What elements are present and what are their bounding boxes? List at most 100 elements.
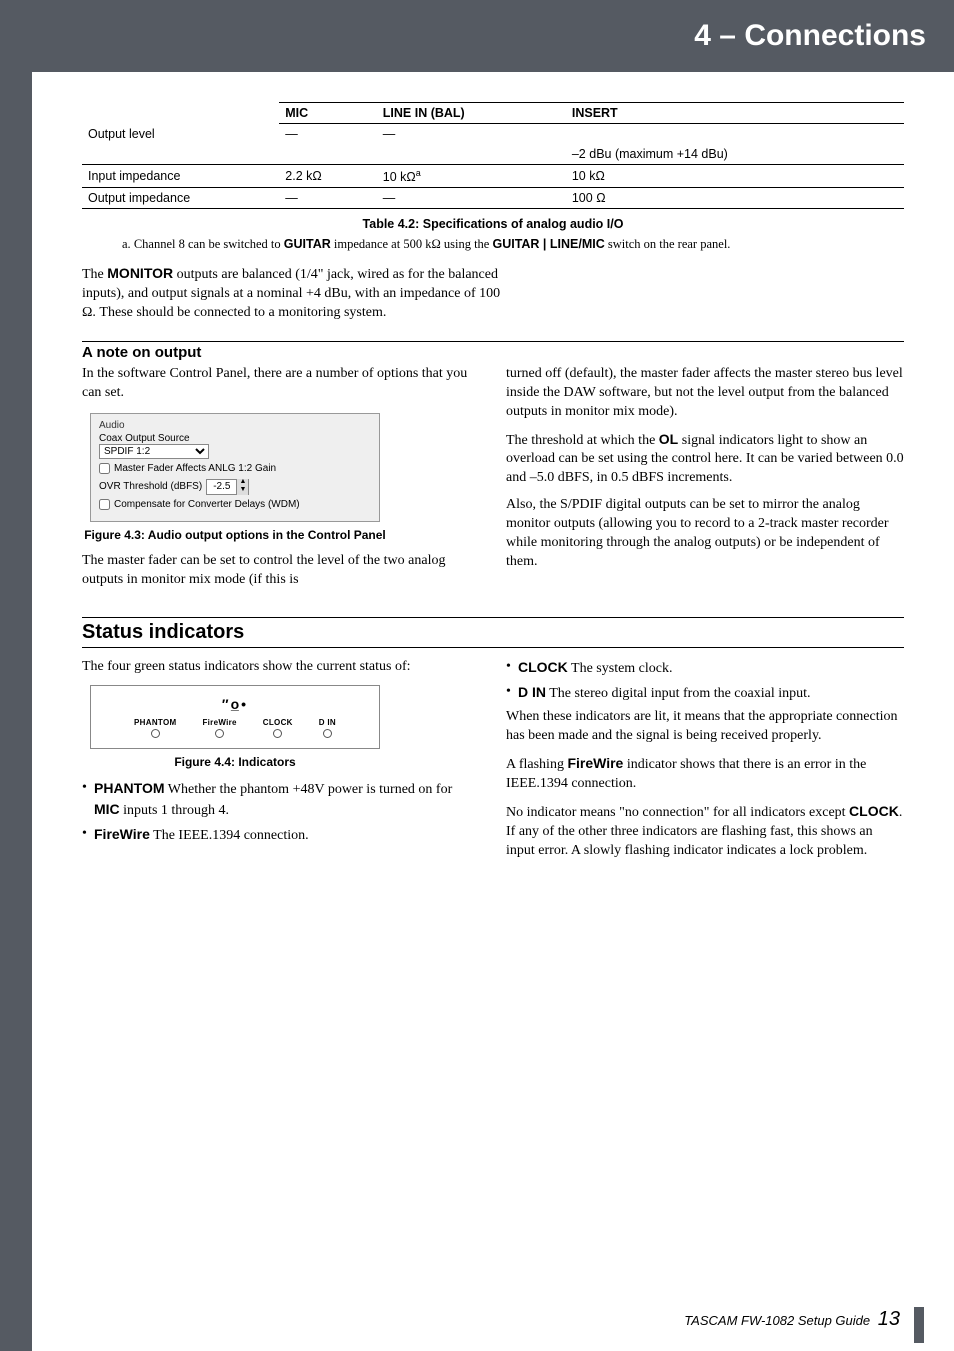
col-line: LINE IN (BAL) <box>377 103 566 124</box>
figure-4-3: Audio Coax Output Source SPDIF 1:2 Maste… <box>90 413 380 522</box>
cell: — <box>377 188 566 209</box>
monitor-paragraph: The MONITOR outputs are balanced (1/4" j… <box>82 264 502 323</box>
note-left-p2: The master fader can be set to control t… <box>82 552 480 590</box>
kw: OL <box>659 431 678 447</box>
kw: CLOCK <box>518 659 568 675</box>
fig43-src-label: Coax Output Source <box>99 433 371 444</box>
row-input-imp-label: Input impedance <box>82 165 279 188</box>
cell <box>279 144 377 165</box>
status-left-bullets: PHANTOM Whether the phantom +48V power i… <box>82 779 480 846</box>
txt: The <box>82 267 107 282</box>
led-icon <box>151 729 160 738</box>
list-item: PHANTOM Whether the phantom +48V power i… <box>82 779 480 821</box>
list-item: FireWire The IEEE.1394 connection. <box>82 825 480 846</box>
led-icon <box>273 729 282 738</box>
kw: FireWire <box>94 826 150 842</box>
val: 10 kΩ <box>383 170 416 184</box>
row-output-level-label: Output level <box>82 124 279 145</box>
chapter-title: 4 – Connections <box>694 19 926 53</box>
subsection-note-output: A note on output <box>82 344 904 361</box>
checkbox[interactable] <box>99 499 110 510</box>
kw: D IN <box>518 684 546 700</box>
ovr-val: -2.5 <box>207 481 236 492</box>
note-output-right-col: turned off (default), the master fader a… <box>506 365 904 598</box>
ovr-label: OVR Threshold (dBFS) <box>99 481 202 492</box>
status-right-bullets: CLOCK The system clock. D IN The stereo … <box>506 658 904 704</box>
col-mic: MIC <box>279 103 377 124</box>
table-4-2-footnote: a. Channel 8 can be switched to GUITAR i… <box>122 237 864 252</box>
led-label: CLOCK <box>263 718 293 727</box>
note-right-p2: The threshold at which the OL signal ind… <box>506 430 904 489</box>
status-right-p1: When these indicators are lit, it means … <box>506 708 904 746</box>
page-content: MIC LINE IN (BAL) INSERT Output level — … <box>32 72 954 1351</box>
table-4-2-caption: Table 4.2: Specifications of analog audi… <box>82 217 904 231</box>
txt: inputs 1 through 4. <box>120 803 229 818</box>
cell: 100 Ω <box>566 188 904 209</box>
status-right-p3: No indicator means "no connection" for a… <box>506 802 904 861</box>
cell: 2.2 kΩ <box>279 165 377 188</box>
ovr-threshold-spinner[interactable]: -2.5 ▲▼ <box>206 479 249 495</box>
spin-down-icon[interactable]: ▼ <box>236 487 248 495</box>
kw: FireWire <box>567 755 623 771</box>
list-item: CLOCK The system clock. <box>506 658 904 679</box>
col-insert: INSERT <box>566 103 904 124</box>
fig43-group: Audio <box>99 420 371 431</box>
footer-text: TASCAM FW-1082 Setup Guide <box>684 1313 870 1328</box>
led-label: PHANTOM <box>134 718 176 727</box>
note-output-left-col: In the software Control Panel, there are… <box>82 365 480 598</box>
kw: GUITAR <box>284 237 331 251</box>
txt: A flashing <box>506 757 567 772</box>
footer-tab-icon <box>914 1307 924 1343</box>
cell <box>82 144 279 165</box>
kw: MIC <box>94 801 120 817</box>
kw: GUITAR | LINE/MIC <box>492 237 604 251</box>
txt: The system clock. <box>568 661 673 676</box>
cell <box>566 124 904 145</box>
section-status-indicators: Status indicators <box>82 617 904 648</box>
checkbox[interactable] <box>99 463 110 474</box>
led-icon <box>323 729 332 738</box>
indicator-graphic-icon: ″o̲• <box>91 696 379 712</box>
note-right-p3: Also, the S/PDIF digital outputs can be … <box>506 496 904 572</box>
chk-compensate[interactable]: Compensate for Converter Delays (WDM) <box>99 499 300 510</box>
txt: The threshold at which the <box>506 433 659 448</box>
cell: — <box>279 124 377 145</box>
cell: — <box>279 188 377 209</box>
cell: –2 dBu (maximum +14 dBu) <box>566 144 904 165</box>
page-number: 13 <box>878 1308 900 1330</box>
kw: PHANTOM <box>94 780 165 796</box>
status-right-p2: A flashing FireWire indicator shows that… <box>506 754 904 794</box>
led-icon <box>215 729 224 738</box>
table-4-2: MIC LINE IN (BAL) INSERT Output level — … <box>82 102 904 209</box>
left-margin-strip <box>0 72 32 1351</box>
fn-label: a. <box>122 237 131 251</box>
page-footer: TASCAM FW-1082 Setup Guide 13 <box>684 1308 900 1331</box>
cell: — <box>377 124 566 145</box>
page-header: 4 – Connections <box>0 0 954 72</box>
status-left-col: The four green status indicators show th… <box>82 658 480 868</box>
figure-4-3-caption: Figure 4.3: Audio output options in the … <box>82 528 388 542</box>
cell: 10 kΩa <box>377 165 566 188</box>
cell: 10 kΩ <box>566 165 904 188</box>
lbl: Master Fader Affects ANLG 1:2 Gain <box>114 463 276 474</box>
led-label: FireWire <box>202 718 236 727</box>
txt: The stereo digital input from the coaxia… <box>546 686 811 701</box>
status-left-intro: The four green status indicators show th… <box>82 658 480 677</box>
kw: CLOCK <box>849 803 899 819</box>
txt: No indicator means "no connection" for a… <box>506 805 849 820</box>
chk-master-fader[interactable]: Master Fader Affects ANLG 1:2 Gain <box>99 463 276 474</box>
note-right-p1: turned off (default), the master fader a… <box>506 365 904 422</box>
led-label: D IN <box>319 718 336 727</box>
status-right-col: CLOCK The system clock. D IN The stereo … <box>506 658 904 868</box>
figure-4-4-caption: Figure 4.4: Indicators <box>82 755 388 769</box>
list-item: D IN The stereo digital input from the c… <box>506 683 904 704</box>
kw: MONITOR <box>107 265 173 281</box>
note-left-intro: In the software Control Panel, there are… <box>82 365 480 403</box>
lbl: Compensate for Converter Delays (WDM) <box>114 499 300 510</box>
coax-output-source-select[interactable]: SPDIF 1:2 <box>99 444 209 459</box>
footnote-ref: a <box>416 168 421 178</box>
txt: Whether the phantom +48V power is turned… <box>165 782 453 797</box>
row-output-imp-label: Output impedance <box>82 188 279 209</box>
txt: The IEEE.1394 connection. <box>150 828 309 843</box>
figure-4-4: ″o̲• PHANTOM FireWire CLOCK D IN <box>90 685 380 749</box>
